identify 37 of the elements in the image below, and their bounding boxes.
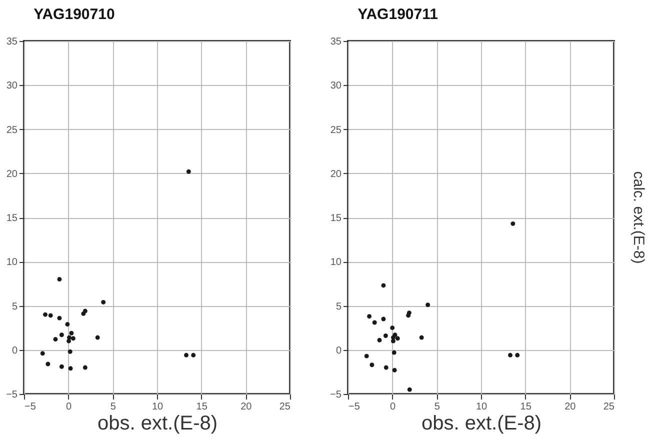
y-tick-label: 15 [6,213,18,224]
y-tick-label: 5 [336,301,342,312]
x-axis-title: obs. ext.(E-8) [421,412,542,434]
y-tick-label: −5 [6,390,18,400]
y-tick-label: 5 [12,301,18,312]
y-tick-label: 20 [330,168,342,180]
y-tick-label: 30 [330,80,342,92]
y-tick-label: 0 [12,345,18,356]
chart-title: YAG190710 [34,6,115,23]
y-tick-label: 0 [336,345,342,356]
y-tick-label: 35 [330,36,342,48]
x-tick-label: 0 [390,402,396,412]
x-tick-label: 10 [476,402,488,412]
y-tick-label: 10 [6,257,18,268]
x-tick-label: 25 [603,402,615,412]
x-tick-label: 5 [434,402,440,412]
x-tick-label: 5 [110,402,116,412]
x-tick-label: 0 [66,402,72,412]
y-tick-label: 25 [330,124,342,136]
y-tick-label: 25 [6,124,18,136]
x-tick-label: 15 [520,402,532,412]
y-tick-label: 30 [6,80,18,92]
x-tick-label: −5 [348,402,360,412]
y-tick-label: 20 [6,168,18,180]
y-tick-label: 15 [330,213,342,224]
y-tick-label: −5 [330,390,342,400]
y-axis-title: calc. ext.(E-8) [630,171,647,264]
x-axis-title: obs. ext.(E-8) [97,412,218,434]
x-tick-label: 10 [152,402,164,412]
x-tick-label: −5 [24,402,36,412]
y-tick-label: 35 [6,36,18,48]
x-tick-label: 15 [196,402,208,412]
x-tick-label: 20 [564,402,576,412]
chart-title: YAG190711 [358,6,438,23]
x-tick-label: 25 [279,402,291,412]
x-tick-label: 20 [240,402,252,412]
y-tick-label: 10 [330,257,342,268]
